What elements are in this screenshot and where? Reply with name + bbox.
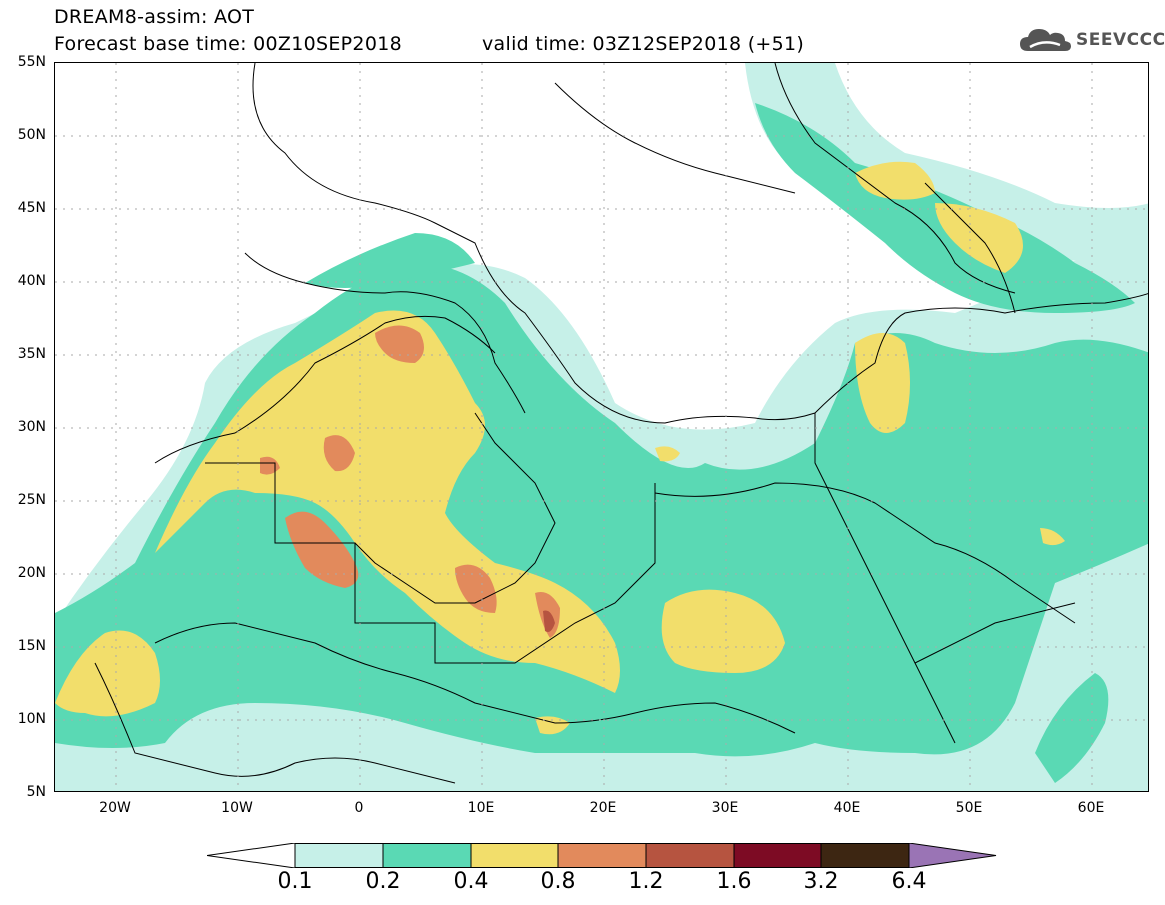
lon-label-40e: 40E [833,800,861,816]
lon-label-60e: 60E [1077,800,1105,816]
valid-time: valid time: 03Z12SEP2018 (+51) [482,33,805,55]
lat-label-15n: 15N [17,638,46,654]
lat-label-20n: 20N [17,565,46,581]
lon-label-50e: 50E [955,800,983,816]
colorbar-segment-0-2 [382,843,472,868]
lon-label-0: 0 [354,800,364,816]
map-canvas [55,63,1148,791]
lon-label-20w: 20W [99,800,131,816]
lat-label-40n: 40N [17,273,46,289]
lon-label-10w: 10W [221,800,253,816]
aot-contour-1-2 [543,610,555,632]
lat-label-10n: 10N [17,711,46,727]
colorbar [207,843,997,868]
forecast-base-time: Forecast base time: 00Z10SEP2018 [54,33,402,55]
legend-label-1-6: 1.6 [716,869,752,894]
legend-label-0-2: 0.2 [365,869,401,894]
colorbar-low-arrow [207,843,296,868]
lat-label-50n: 50N [17,127,46,143]
legend-label-1-2: 1.2 [628,869,664,894]
logo-text: SEEVCCC [1076,30,1165,50]
lat-label-45n: 45N [17,200,46,216]
country-borders [94,63,1148,784]
lat-label-35n: 35N [17,346,46,362]
lat-label-55n: 55N [17,54,46,70]
legend-label-0-1: 0.1 [277,869,313,894]
colorbar-segment-3-2 [820,843,910,868]
lat-label-5n: 5N [26,784,46,800]
colorbar-segment-1-2 [645,843,735,868]
legend-label-3-2: 3.2 [803,869,839,894]
map-title: DREAM8-assim: AOT [54,6,255,28]
aot-contour-0-4 [55,161,1065,735]
colorbar-segment-1-6 [733,843,822,868]
colorbar-high-arrow [908,843,997,868]
colorbar-segment-0-1 [294,843,384,868]
lon-label-10e: 10E [467,800,495,816]
aot-map [54,62,1149,792]
legend-label-0-4: 0.4 [453,869,489,894]
legend-label-0-8: 0.8 [540,869,576,894]
graticule [55,63,1148,791]
lat-label-30n: 30N [17,419,46,435]
lon-label-20e: 20E [589,800,617,816]
logo: SEEVCCC [1018,24,1165,56]
lat-label-25n: 25N [17,492,46,508]
cloud-icon [1020,29,1071,51]
legend-label-6-4: 6.4 [891,869,927,894]
colorbar-segment-0-8 [557,843,647,868]
colorbar-segment-0-4 [470,843,559,868]
lon-label-30e: 30E [711,800,739,816]
